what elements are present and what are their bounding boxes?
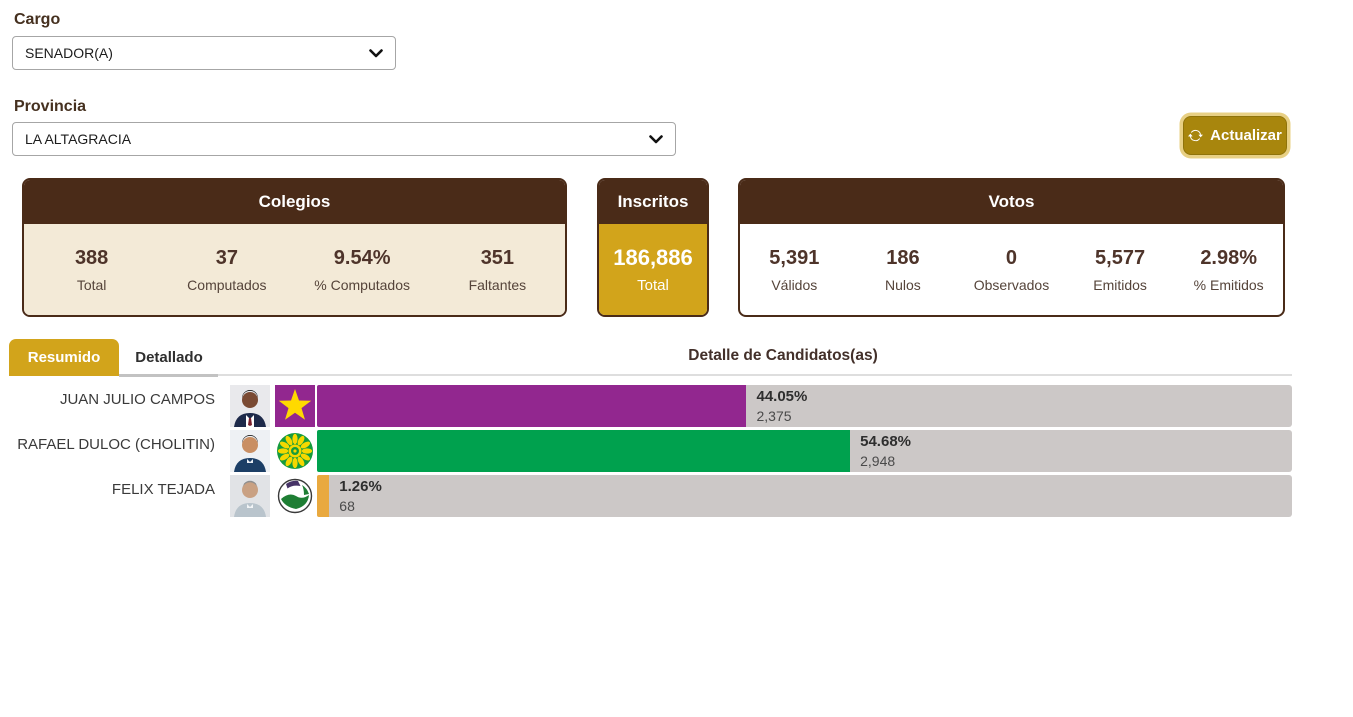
bar-track: 1.26% 68	[317, 475, 1292, 517]
candidate-photo	[230, 475, 270, 517]
party-logo-purple-star-icon	[275, 385, 315, 427]
votos-panel: Votos 5,391 Válidos 186 Nulos 0 Observad…	[738, 178, 1285, 317]
votos-stat-emitidos: 5,577 Emitidos	[1093, 246, 1147, 293]
candidate-row: JUAN JULIO CAMPOS 44.05% 2,375	[0, 385, 1353, 427]
bar-votes-label: 2,375	[756, 408, 792, 424]
candidate-name: JUAN JULIO CAMPOS	[59, 391, 215, 408]
candidate-name: FELIX TEJADA	[111, 481, 215, 498]
provincia-label: Provincia	[14, 98, 87, 115]
inscritos-panel: Inscritos 186,886 Total	[597, 178, 709, 317]
cargo-select-value: SENADOR(A)	[25, 45, 113, 61]
colegios-stat-computados: 37 Computados	[187, 246, 267, 293]
inscritos-total-label: Total	[637, 277, 669, 294]
inscritos-total-value: 186,886	[613, 245, 693, 270]
colegios-panel-title: Colegios	[24, 180, 565, 224]
party-logo-globe-icon	[275, 475, 315, 517]
tab-bar-divider	[119, 374, 1292, 376]
bar-fill	[317, 475, 330, 517]
cargo-label: Cargo	[14, 11, 61, 28]
provincia-select-value: LA ALTAGRACIA	[25, 131, 132, 147]
bar-votes-label: 68	[339, 498, 355, 514]
colegios-panel: Colegios 388 Total 37 Computados 9.54% %…	[22, 178, 567, 317]
chart-title: Detalle de Candidatos(as)	[688, 347, 878, 364]
bar-track: 44.05% 2,375	[317, 385, 1292, 427]
candidate-photo	[230, 430, 270, 472]
votos-stat-pct-emitidos: 2.98% % Emitidos	[1193, 246, 1264, 293]
votos-stat-validos: 5,391 Válidos	[769, 246, 820, 293]
tab-detallado[interactable]: Detallado	[135, 349, 203, 366]
tab-resumido[interactable]: Resumido	[9, 339, 119, 376]
chevron-down-icon	[369, 48, 383, 58]
votos-stat-nulos: 186 Nulos	[884, 246, 921, 293]
chevron-down-icon	[649, 134, 663, 144]
tab-detallado-underline	[119, 374, 218, 377]
colegios-stat-pct-computados: 9.54% % Computados	[314, 246, 410, 293]
provincia-select[interactable]: LA ALTAGRACIA	[12, 122, 676, 156]
actualizar-button-label: Actualizar	[1210, 127, 1282, 144]
party-logo-green-sunflower-icon	[275, 430, 315, 472]
colegios-stat-total: 388 Total	[74, 246, 109, 293]
candidate-name: RAFAEL DULOC (CHOLITIN)	[17, 436, 215, 453]
inscritos-panel-title: Inscritos	[599, 180, 707, 224]
candidate-photo	[230, 385, 270, 427]
bar-percent-label: 1.26%	[339, 478, 382, 495]
actualizar-button[interactable]: Actualizar	[1183, 116, 1287, 155]
bar-votes-label: 2,948	[860, 453, 896, 469]
candidate-row: RAFAEL DULOC (CHOLITIN)	[0, 430, 1353, 472]
bar-fill	[317, 430, 851, 472]
candidate-row: FELIX TEJADA 1.26% 68	[0, 475, 1353, 517]
bar-percent-label: 54.68%	[860, 433, 911, 450]
cargo-select[interactable]: SENADOR(A)	[12, 36, 396, 70]
bar-fill	[317, 385, 747, 427]
bar-track: 54.68% 2,948	[317, 430, 1292, 472]
bar-percent-label: 44.05%	[756, 388, 808, 405]
colegios-stat-faltantes: 351 Faltantes	[468, 246, 527, 293]
refresh-icon	[1188, 128, 1203, 143]
votos-stat-observados: 0 Observados	[973, 246, 1050, 293]
votos-panel-title: Votos	[740, 180, 1283, 224]
